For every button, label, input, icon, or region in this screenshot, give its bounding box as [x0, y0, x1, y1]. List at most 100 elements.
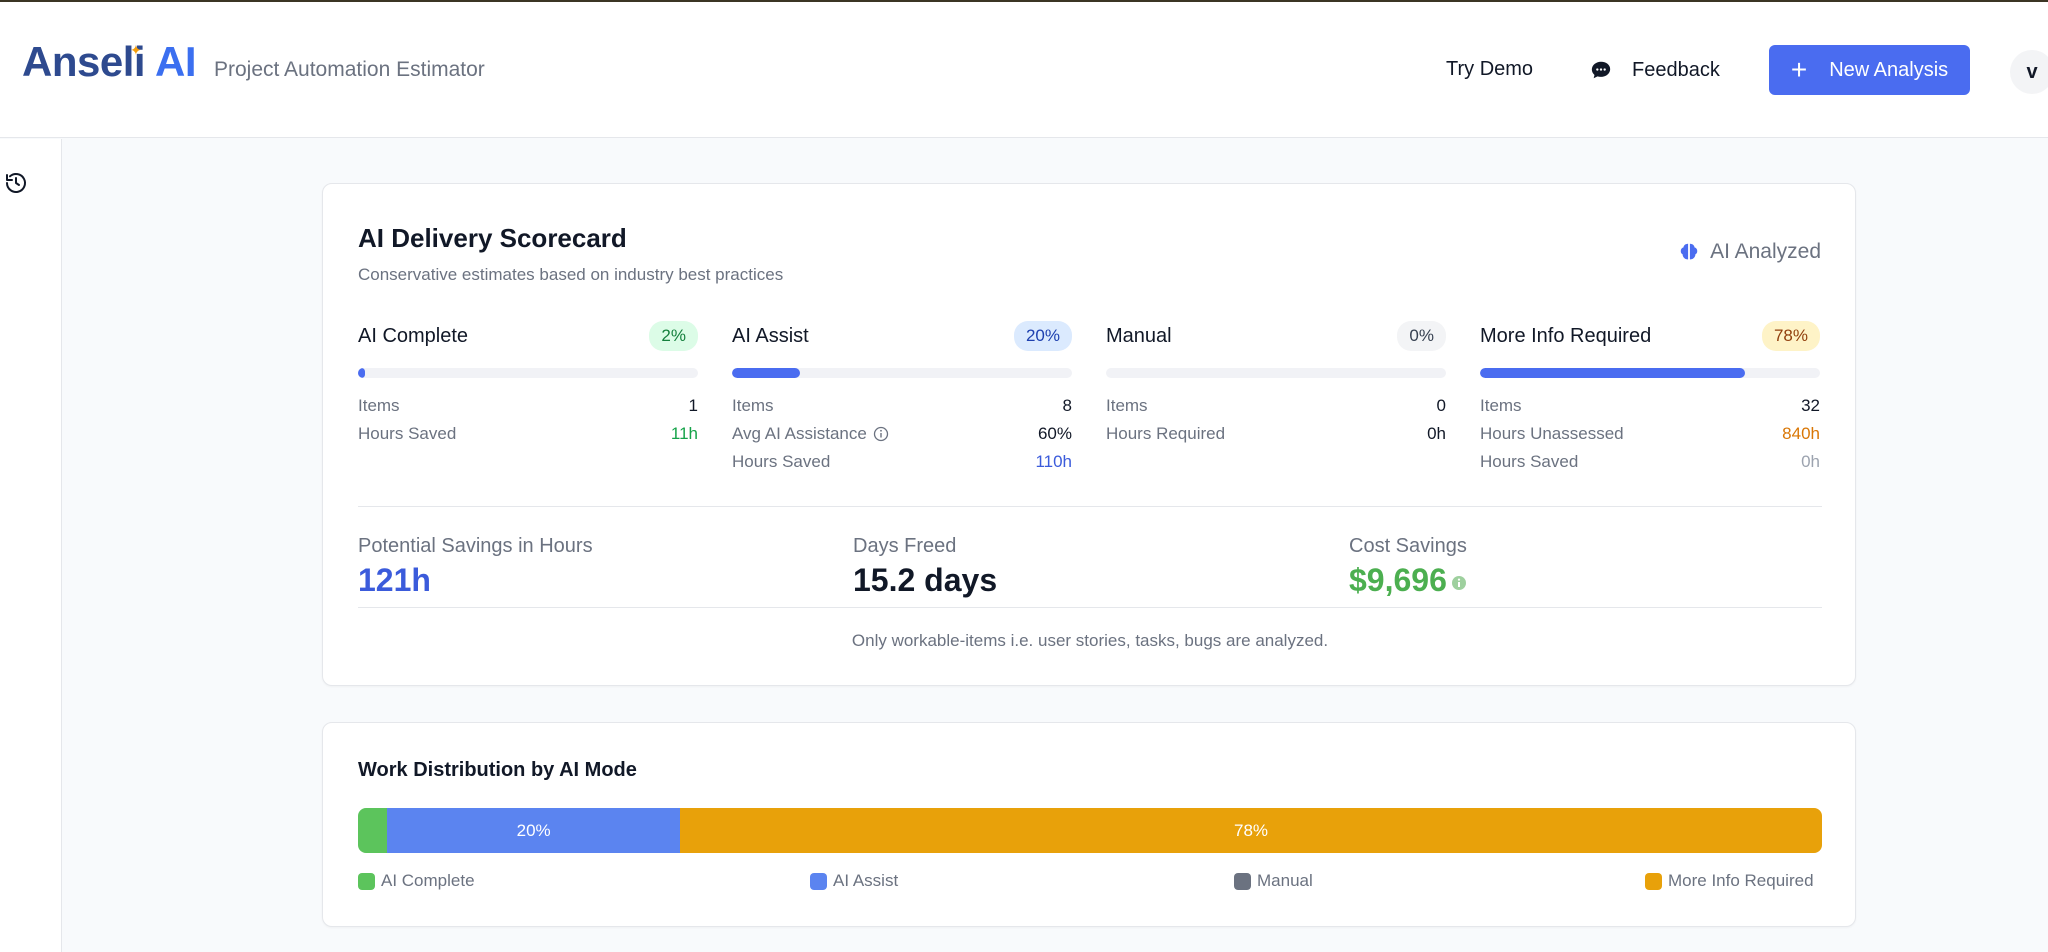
stat-label-wrap: Hours Saved: [732, 452, 830, 472]
try-demo-button[interactable]: Try Demo: [1446, 58, 1534, 80]
stat-label: Avg AI Assistance: [732, 424, 867, 443]
brain-icon: [1680, 243, 1698, 260]
legend-label: Manual: [1257, 871, 1313, 890]
mode-header: AI Complete 2%: [358, 320, 698, 352]
stat-row: Items 0: [1106, 392, 1446, 420]
percent-badge: 2%: [649, 321, 698, 351]
stat-label: Hours Saved: [358, 424, 457, 443]
summary-value: $9,696: [1349, 562, 1447, 598]
brand-ai: AI: [155, 38, 197, 85]
legend-swatch: [1645, 872, 1662, 890]
mode-column-manual: Manual 0% Items 0 Hours Required 0h: [1106, 320, 1446, 448]
app-subtitle: Project Automation Estimator: [214, 58, 485, 81]
stat-label-wrap: Hours Unassessed: [1480, 424, 1624, 444]
stat-row: Items 8: [732, 392, 1072, 420]
mode-stats: Items 1 Hours Saved 11h: [358, 392, 698, 448]
mode-header: AI Assist 20%: [732, 320, 1072, 352]
stat-row: Hours Saved 110h: [732, 448, 1072, 476]
stat-label: Hours Required: [1106, 424, 1226, 443]
user-avatar[interactable]: v: [2010, 50, 2048, 94]
legend-item: More Info Required: [1645, 871, 1814, 891]
summary-value-row: $9,696: [1349, 562, 1467, 599]
chat-bubble-icon: [1591, 61, 1611, 79]
percent-badge: 0%: [1397, 321, 1446, 351]
stat-value: 840h: [1782, 424, 1820, 443]
stat-label: Hours Saved: [732, 452, 831, 471]
new-analysis-button[interactable]: + New Analysis: [1769, 45, 1970, 95]
spark-icon: ✦: [130, 42, 142, 58]
legend-swatch: [810, 872, 827, 890]
mode-name: Manual: [1106, 324, 1172, 347]
stat-label-wrap: Items: [358, 396, 400, 416]
brand-logo[interactable]: Anseli AI ✦: [22, 38, 197, 86]
stat-label-wrap: Hours Required: [1106, 424, 1225, 444]
mode-stats: Items 0 Hours Required 0h: [1106, 392, 1446, 448]
mode-stats: Items 32 Hours Unassessed 840h Hours Saved 0h: [1480, 392, 1820, 476]
segment-ai-complete[interactable]: [358, 808, 388, 853]
mode-stats: Items 8 Avg AI Assistance 60% Hours Saved 110…: [732, 392, 1072, 476]
segment-more-info-required[interactable]: 78%: [680, 808, 1822, 853]
percent-badge: 20%: [1013, 321, 1072, 351]
stat-value: 60%: [1037, 424, 1072, 443]
legend-label: AI Assist: [833, 871, 899, 890]
stat-label: Hours Saved: [1480, 452, 1579, 471]
progress-fill: [358, 368, 365, 378]
stat-row: Hours Saved 0h: [1480, 448, 1820, 476]
progress-fill: [732, 368, 800, 378]
stat-label: Items: [1106, 396, 1148, 415]
history-icon[interactable]: [4, 171, 28, 195]
stat-value: 0h: [1801, 452, 1820, 471]
progress-fill: [1480, 368, 1746, 378]
summary-label: Cost Savings: [1349, 535, 1467, 557]
mode-name: AI Assist: [732, 324, 809, 347]
stat-value: 0h: [1427, 424, 1446, 443]
stat-value: 1: [688, 396, 698, 415]
summary-value: 15.2 days: [853, 562, 998, 598]
summary-label: Days Freed: [853, 535, 957, 557]
mode-name: More Info Required: [1480, 324, 1652, 347]
app-header: Anseli AI ✦ Project Automation Estimator …: [0, 2, 2048, 138]
legend-swatch: [1234, 872, 1251, 890]
divider: [358, 607, 1822, 608]
analysis-note: Only workable-items i.e. user stories, t…: [851, 631, 1329, 650]
ai-analyzed-status: AI Analyzed: [1678, 240, 1821, 264]
segment-ai-assist[interactable]: 20%: [387, 808, 681, 853]
work-distribution-card: Work Distribution by AI Mode 20% 78% AI C…: [322, 722, 1856, 927]
scorecard-card: AI Delivery Scorecard Conservative estim…: [322, 183, 1856, 686]
mode-name: AI Complete: [358, 324, 469, 347]
top-border: [0, 0, 2048, 2]
stat-label-wrap: Avg AI Assistance: [732, 424, 889, 444]
stat-row: Items 32: [1480, 392, 1820, 420]
progress-track: [732, 368, 1072, 378]
distribution-title: Work Distribution by AI Mode: [358, 759, 637, 781]
stat-label: Items: [1480, 396, 1522, 415]
stat-value: 32: [1801, 396, 1820, 415]
feedback-button[interactable]: Feedback: [1590, 52, 1720, 88]
stat-label-wrap: Items: [1106, 396, 1148, 416]
summary-label: Potential Savings in Hours: [358, 535, 593, 557]
progress-track: [1480, 368, 1820, 378]
stat-label: Items: [358, 396, 400, 415]
progress-track: [1106, 368, 1446, 378]
sidebar: [0, 139, 62, 952]
mode-header: More Info Required 78%: [1480, 320, 1820, 352]
legend-label: AI Complete: [381, 871, 475, 890]
stat-row: Hours Required 0h: [1106, 420, 1446, 448]
stat-row: Hours Unassessed 840h: [1480, 420, 1820, 448]
scorecard-subtitle: Conservative estimates based on industry…: [358, 265, 784, 284]
stat-value: 0: [1436, 396, 1446, 415]
stat-label-wrap: Hours Saved: [358, 424, 456, 444]
mode-column-ai-assist: AI Assist 20% Items 8 Avg AI Assistance 60% Ho…: [732, 320, 1072, 476]
legend-label: More Info Required: [1668, 871, 1814, 890]
summary-value: 121h: [358, 562, 431, 598]
mode-column-more-info-required: More Info Required 78% Items 32 Hours Unasse…: [1480, 320, 1820, 476]
stat-label-wrap: Items: [732, 396, 774, 416]
stat-value: 11h: [670, 424, 698, 443]
info-icon[interactable]: [873, 426, 889, 442]
stat-row: Hours Saved 11h: [358, 420, 698, 448]
stat-value: 110h: [1035, 452, 1072, 471]
legend-swatch: [358, 872, 375, 890]
ai-analyzed-label: AI Analyzed: [1710, 240, 1821, 263]
info-icon[interactable]: [1451, 575, 1467, 591]
stat-label: Hours Unassessed: [1480, 424, 1624, 443]
